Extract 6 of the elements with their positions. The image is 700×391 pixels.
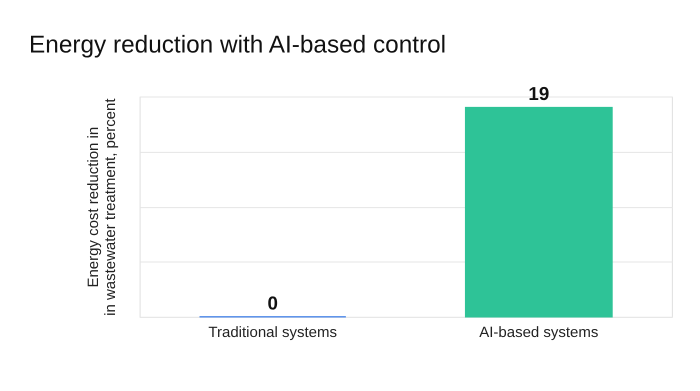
x-tick-label: Traditional systems bbox=[208, 324, 337, 341]
data-label: 0 bbox=[267, 292, 278, 314]
data-label: 19 bbox=[528, 83, 550, 104]
x-tick-label: AI-based systems bbox=[479, 324, 598, 341]
y-axis-title: Energy cost reduction in in wastewater treatment, percent bbox=[84, 98, 119, 316]
chart-title: Energy reduction with AI-based control bbox=[29, 31, 446, 58]
